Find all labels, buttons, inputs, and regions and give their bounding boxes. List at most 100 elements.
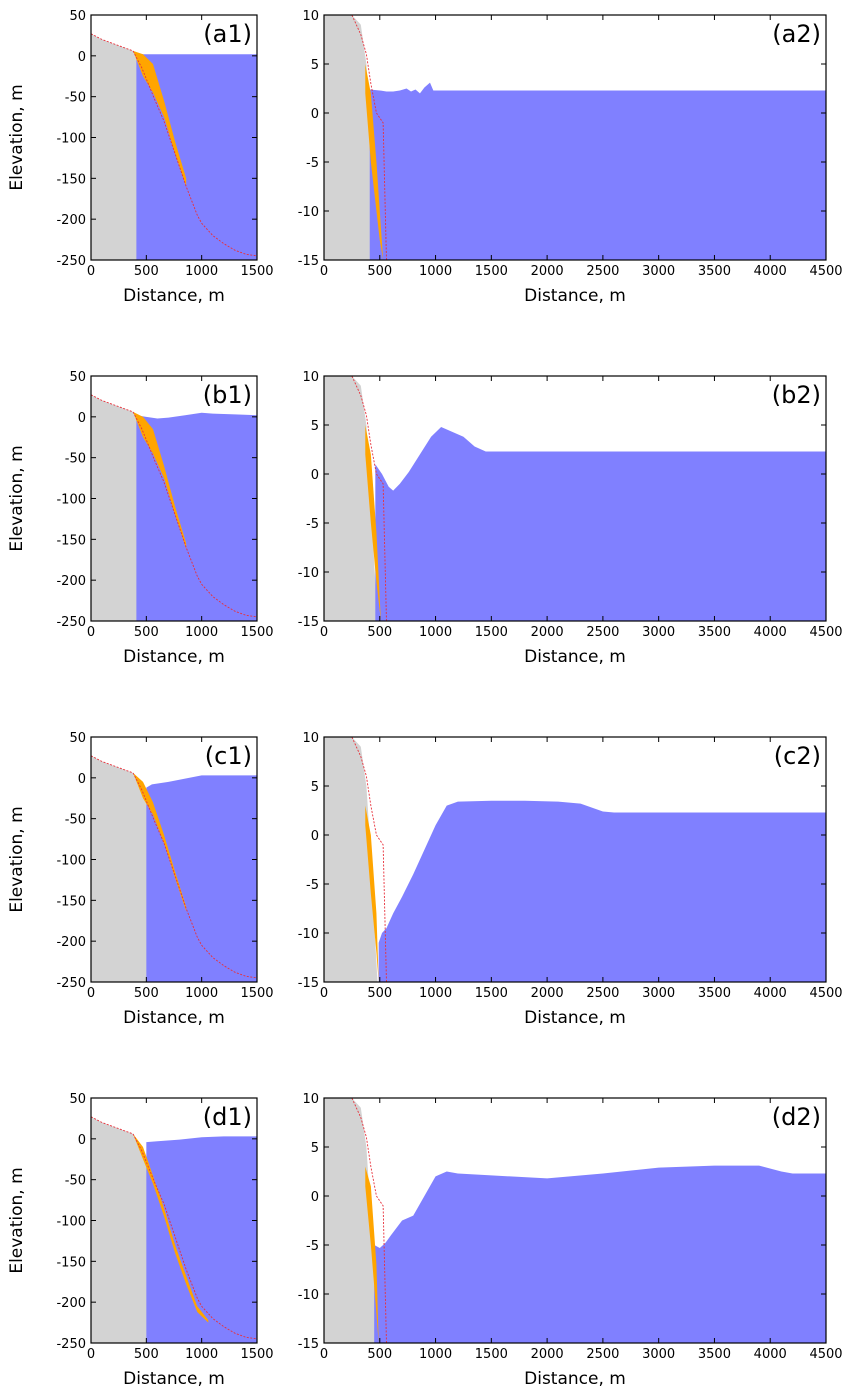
y-axis-label: Elevation, m	[7, 445, 27, 551]
y-axis-label: Elevation, m	[7, 84, 27, 190]
plot-area	[324, 1098, 826, 1343]
initial-profile-line	[91, 755, 257, 979]
initial-profile-line	[324, 737, 388, 982]
y-tick-label: 50	[69, 731, 86, 746]
y-tick-label: -5	[306, 878, 319, 893]
y-tick-label: -10	[298, 927, 319, 942]
x-tick-label: 1000	[419, 264, 452, 279]
x-tick-label: 4500	[809, 264, 842, 279]
plot-area	[324, 737, 826, 982]
x-tick-label: 0	[87, 625, 95, 640]
water-area	[369, 82, 826, 260]
panel-a1: 0 500 1000 1500 -250 -200 -150 -100 -50 0 50 Distan…	[7, 9, 274, 306]
panel-label: (d1)	[203, 1103, 252, 1131]
x-tick-label: 2000	[531, 264, 564, 279]
x-tick-label: 4000	[754, 264, 787, 279]
x-tick-label: 1500	[240, 986, 273, 1001]
x-tick-label: 1000	[419, 986, 452, 1001]
x-tick-label: 1000	[185, 1347, 218, 1362]
y-tick-label: 50	[69, 370, 86, 385]
x-axis-label: Distance, m	[524, 647, 626, 667]
panel-d2: 0 500 1000 1500 2000 2500 3000 3500 4000 4500 -15 -…	[298, 1092, 843, 1389]
y-tick-label: -5	[306, 1239, 319, 1254]
y-tick-label: -15	[298, 615, 319, 630]
x-axis-label: Distance, m	[524, 286, 626, 306]
y-tick-label: -150	[56, 894, 86, 909]
panel-label: (d2)	[772, 1103, 821, 1131]
y-tick-label: -50	[65, 91, 86, 106]
x-tick-label: 0	[87, 1347, 95, 1362]
x-tick-label: 500	[367, 1347, 392, 1362]
y-tick-label: -50	[65, 813, 86, 828]
panel-c2: 0 500 1000 1500 2000 2500 3000 3500 4000 4500 -15 -…	[298, 731, 843, 1028]
terrain-area	[91, 1116, 257, 1343]
x-tick-label: 1500	[240, 264, 273, 279]
panel-label: (b1)	[203, 381, 252, 409]
y-axis-label: Elevation, m	[7, 806, 27, 912]
x-tick-label: 1000	[185, 986, 218, 1001]
x-tick-label: 0	[87, 264, 95, 279]
landslide-area	[133, 1133, 209, 1323]
y-tick-label: -100	[56, 1215, 86, 1230]
y-tick-label: -100	[56, 493, 86, 508]
x-tick-label: 500	[134, 986, 159, 1001]
panel-label: (c2)	[774, 742, 821, 770]
y-tick-label: 5	[311, 780, 319, 795]
x-axis-label: Distance, m	[524, 1369, 626, 1389]
x-tick-label: 2000	[531, 1347, 564, 1362]
x-tick-label: 1500	[240, 625, 273, 640]
y-tick-label: -15	[298, 1337, 319, 1352]
y-tick-label: -200	[56, 574, 86, 589]
panel-d1: 0 500 1000 1500 -250 -200 -150 -100 -50 0 50 Distan…	[7, 1092, 274, 1389]
y-tick-label: 5	[311, 58, 319, 73]
x-tick-label: 2500	[586, 986, 619, 1001]
terrain-area	[324, 1098, 378, 1343]
x-tick-label: 0	[320, 1347, 328, 1362]
axes-frame	[323, 14, 827, 261]
plot-area	[91, 1116, 257, 1343]
plot-area	[91, 755, 257, 982]
panel-label: (b2)	[772, 381, 821, 409]
axes-frame	[323, 736, 827, 983]
y-tick-label: -50	[65, 452, 86, 467]
y-tick-label: -200	[56, 1296, 86, 1311]
y-tick-label: -250	[56, 1337, 86, 1352]
axes-frame	[323, 375, 827, 622]
x-axis-label: Distance, m	[123, 286, 225, 306]
panel-b2: 0 500 1000 1500 2000 2500 3000 3500 4000 4500 -15 -…	[298, 370, 843, 667]
panel-b1: 0 500 1000 1500 -250 -200 -150 -100 -50 0 50 Distan…	[7, 370, 274, 667]
axes-frame	[323, 1097, 827, 1344]
x-axis-label: Distance, m	[123, 1369, 225, 1389]
plot-area	[91, 394, 257, 621]
panel-label: (a2)	[772, 20, 821, 48]
y-tick-label: -10	[298, 566, 319, 581]
y-tick-label: 0	[311, 829, 319, 844]
x-tick-label: 4000	[754, 625, 787, 640]
y-tick-label: -250	[56, 976, 86, 991]
x-tick-label: 2500	[586, 1347, 619, 1362]
y-tick-label: 10	[302, 370, 319, 385]
x-tick-label: 1500	[475, 625, 508, 640]
x-tick-label: 1500	[475, 986, 508, 1001]
x-tick-label: 4000	[754, 986, 787, 1001]
x-tick-label: 1000	[185, 264, 218, 279]
x-tick-label: 2500	[586, 625, 619, 640]
initial-profile-line	[324, 376, 388, 621]
x-tick-label: 0	[320, 986, 328, 1001]
y-tick-label: 5	[311, 1141, 319, 1156]
initial-profile-line	[91, 394, 257, 618]
y-tick-label: 0	[311, 468, 319, 483]
y-tick-label: 0	[311, 1190, 319, 1205]
panel-c1: 0 500 1000 1500 -250 -200 -150 -100 -50 0 50 Distan…	[7, 731, 274, 1028]
x-tick-label: 3000	[642, 625, 675, 640]
y-tick-label: -5	[306, 517, 319, 532]
y-tick-label: -150	[56, 533, 86, 548]
x-axis-label: Distance, m	[123, 1008, 225, 1028]
x-tick-label: 0	[320, 264, 328, 279]
y-tick-label: 0	[78, 772, 86, 787]
landslide-area	[365, 805, 379, 982]
y-tick-label: 0	[311, 107, 319, 122]
y-tick-label: -200	[56, 935, 86, 950]
terrain-area	[91, 394, 257, 621]
y-tick-label: -10	[298, 1288, 319, 1303]
